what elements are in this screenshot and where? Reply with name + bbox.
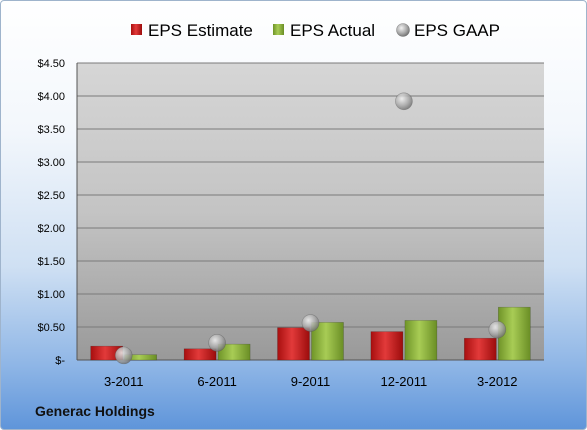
x-tick-label: 6-2011	[197, 374, 237, 389]
y-tick-label: $2.50	[37, 190, 65, 202]
bar-eps-actual	[217, 343, 251, 361]
y-tick-label: $1.00	[37, 289, 65, 301]
legend-swatch	[131, 24, 142, 35]
x-tick-label: 12-2011	[381, 374, 428, 389]
legend-label: EPS Actual	[290, 21, 375, 40]
y-tick-label: $4.50	[37, 58, 65, 70]
marker-eps-gaap	[488, 320, 507, 339]
x-tick-label: 3-2012	[477, 374, 517, 389]
legend-label: EPS GAAP	[414, 21, 500, 40]
legend-label: EPS Estimate	[148, 21, 253, 40]
x-tick-label: 3-2011	[104, 374, 144, 389]
bar-eps-estimate	[370, 331, 404, 361]
marker-eps-gaap	[301, 314, 320, 332]
marker-eps-gaap	[114, 346, 133, 365]
company-name: Generac Holdings	[35, 403, 155, 419]
bar-eps-estimate	[463, 337, 497, 361]
marker-eps-gaap	[208, 334, 226, 352]
bar-eps-estimate	[277, 327, 310, 361]
bar-eps-estimate	[183, 348, 217, 361]
y-tick-label: $-	[55, 355, 65, 367]
legend-swatch	[396, 23, 410, 37]
y-tick-label: $1.50	[37, 256, 65, 268]
legend-swatch	[273, 24, 284, 35]
y-tick-label: $3.00	[37, 157, 65, 169]
bar-eps-actual	[404, 320, 438, 361]
y-tick-label: $4.00	[37, 91, 65, 103]
plot-area	[77, 63, 544, 360]
y-tick-label: $0.50	[37, 322, 65, 334]
x-tick-label: 9-2011	[291, 374, 331, 389]
y-tick-label: $3.50	[37, 124, 65, 136]
marker-eps-gaap	[395, 92, 413, 111]
y-tick-label: $2.00	[37, 223, 65, 235]
